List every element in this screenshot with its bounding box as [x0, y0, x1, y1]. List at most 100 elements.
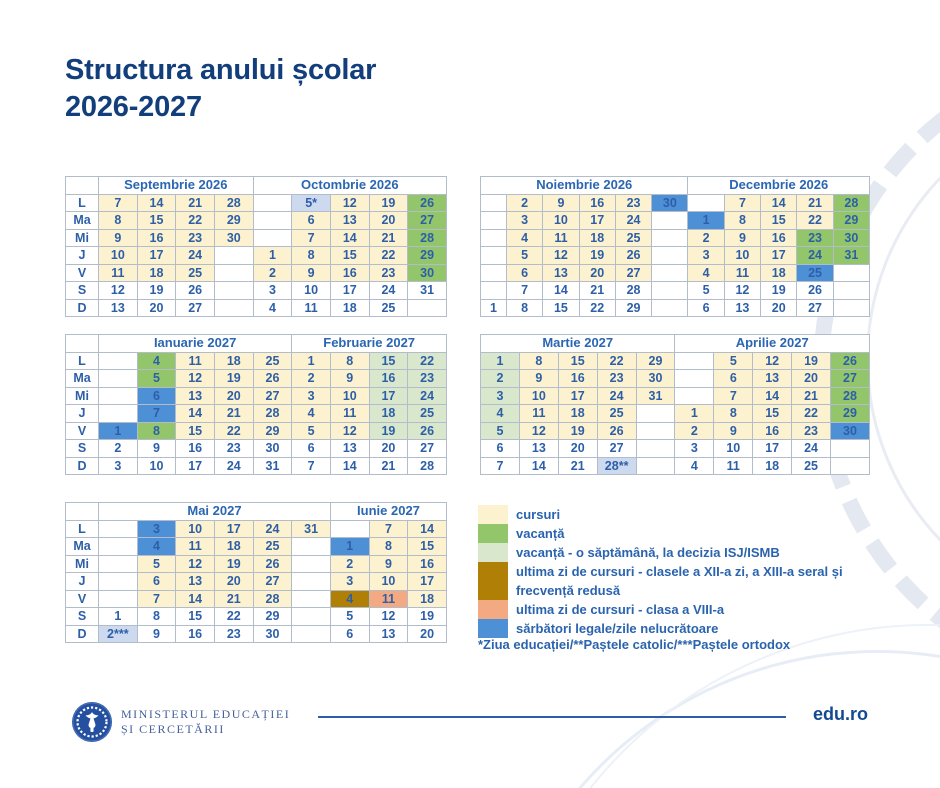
- legend-label: vacanță - o săptămână, la decizia ISJ/IS…: [516, 545, 780, 560]
- day-cell: 14: [752, 386, 793, 405]
- day-cell: 31: [252, 456, 293, 475]
- day-cell: 9: [713, 421, 754, 440]
- empty-cell: [687, 193, 725, 212]
- day-cell: 9: [723, 228, 762, 247]
- day-cell: 12: [98, 281, 138, 300]
- day-cell: 28: [252, 404, 293, 423]
- day-label: Ma: [65, 537, 99, 556]
- empty-cell: [830, 456, 870, 475]
- day-cell: 11: [368, 589, 409, 608]
- ministry-name-line1: MINISTERUL EDUCAȚIEI: [121, 707, 291, 721]
- day-cell: 3: [291, 386, 331, 405]
- day-cell: 17: [407, 572, 447, 591]
- empty-cell: [651, 211, 689, 230]
- day-cell: 13: [368, 624, 409, 643]
- day-cell: 10: [723, 246, 762, 265]
- day-cell: 16: [760, 228, 798, 247]
- month-header: Octombrie 2026: [252, 176, 448, 195]
- day-cell: 7: [291, 228, 331, 247]
- day-cell: 13: [175, 572, 215, 591]
- day-cell: 5: [480, 421, 520, 440]
- day-cell: 9: [291, 263, 331, 282]
- day-cell: 28: [614, 281, 653, 300]
- empty-cell: [830, 439, 870, 458]
- empty-cell: [651, 263, 689, 282]
- legend-swatch: [478, 562, 508, 600]
- day-cell: 23: [596, 369, 637, 388]
- day-cell: 14: [329, 456, 370, 475]
- day-cell: 19: [368, 193, 409, 212]
- day-cell: 17: [752, 439, 793, 458]
- legend-label: ultima zi de cursuri - clasa a VIII-a: [516, 602, 725, 617]
- day-cell: 2***: [98, 624, 138, 643]
- day-cell: 3: [136, 519, 177, 538]
- day-cell: 8: [518, 351, 559, 370]
- empty-cell: [674, 351, 715, 370]
- day-cell: 1: [98, 607, 138, 626]
- day-cell: 7: [505, 281, 544, 300]
- calendar-table-ian-feb: Ianuarie 2027 Februarie 2027 L 4 11 18 25 1 8 15 2…: [65, 334, 447, 475]
- calendar-table-mai-iun: Mai 2027 Iunie 2027 L 3 10 17 24 31 7 14 Ma 4 11 18 25…: [65, 502, 448, 643]
- empty-cell: [329, 519, 370, 538]
- day-cell: 21: [368, 228, 409, 247]
- day-cell: 13: [98, 298, 138, 317]
- day-cell: 8: [713, 404, 754, 423]
- day-cell: 30: [213, 228, 254, 247]
- day-cell: 30: [252, 624, 293, 643]
- day-cell: 30: [832, 228, 871, 247]
- empty-cell: [252, 228, 293, 247]
- day-label: D: [65, 624, 99, 643]
- day-label: S: [65, 281, 99, 300]
- day-cell: 4: [480, 404, 520, 423]
- day-cell: 20: [213, 386, 254, 405]
- empty-cell: [651, 281, 689, 300]
- day-label: J: [65, 246, 99, 265]
- empty-cell: [651, 298, 689, 317]
- day-cell: 3: [252, 281, 293, 300]
- day-cell: 29: [407, 246, 447, 265]
- day-cell: 2: [252, 263, 293, 282]
- day-cell: 5: [136, 554, 177, 573]
- day-cell: 27: [596, 439, 637, 458]
- legend-item: vacanță: [478, 524, 882, 543]
- day-cell: 7: [368, 519, 409, 538]
- government-seal-logo: [72, 702, 112, 742]
- legend: cursuri vacanță vacanță - o săptămână, la …: [478, 505, 882, 638]
- day-cell: 22: [791, 404, 832, 423]
- day-cell: 11: [175, 537, 215, 556]
- empty-cell: [291, 537, 331, 556]
- day-cell: 26: [796, 281, 834, 300]
- day-cell: 16: [368, 369, 409, 388]
- day-cell: 8: [723, 211, 762, 230]
- day-cell: 11: [542, 228, 580, 247]
- day-cell: 2: [480, 369, 520, 388]
- day-cell: 16: [578, 193, 616, 212]
- empty-cell: [213, 298, 254, 317]
- day-cell: 28: [407, 456, 447, 475]
- day-cell: 10: [518, 386, 559, 405]
- day-cell: 9: [518, 369, 559, 388]
- day-cell: 17: [368, 386, 409, 405]
- day-cell: 20: [136, 298, 177, 317]
- day-cell: 21: [213, 589, 254, 608]
- day-cell: 13: [175, 386, 215, 405]
- day-cell: 9: [98, 228, 138, 247]
- empty-cell: [98, 404, 138, 423]
- day-cell: 18: [213, 351, 254, 370]
- day-label: Mi: [65, 386, 99, 405]
- day-cell: 27: [252, 386, 293, 405]
- day-cell: 29: [252, 421, 293, 440]
- day-cell: 12: [368, 607, 409, 626]
- day-cell: 8: [505, 298, 544, 317]
- day-cell: 19: [368, 421, 409, 440]
- legend-item: vacanță - o săptămână, la decizia ISJ/IS…: [478, 543, 882, 562]
- day-cell: 18: [752, 456, 793, 475]
- day-cell: 28: [832, 193, 871, 212]
- day-cell: 29: [213, 211, 254, 230]
- day-cell: 26: [596, 421, 637, 440]
- day-cell: 25: [407, 404, 447, 423]
- day-cell: 16: [136, 228, 177, 247]
- edu-ro-link[interactable]: edu.ro: [813, 704, 869, 724]
- day-label: V: [65, 589, 99, 608]
- day-cell: 25: [796, 263, 834, 282]
